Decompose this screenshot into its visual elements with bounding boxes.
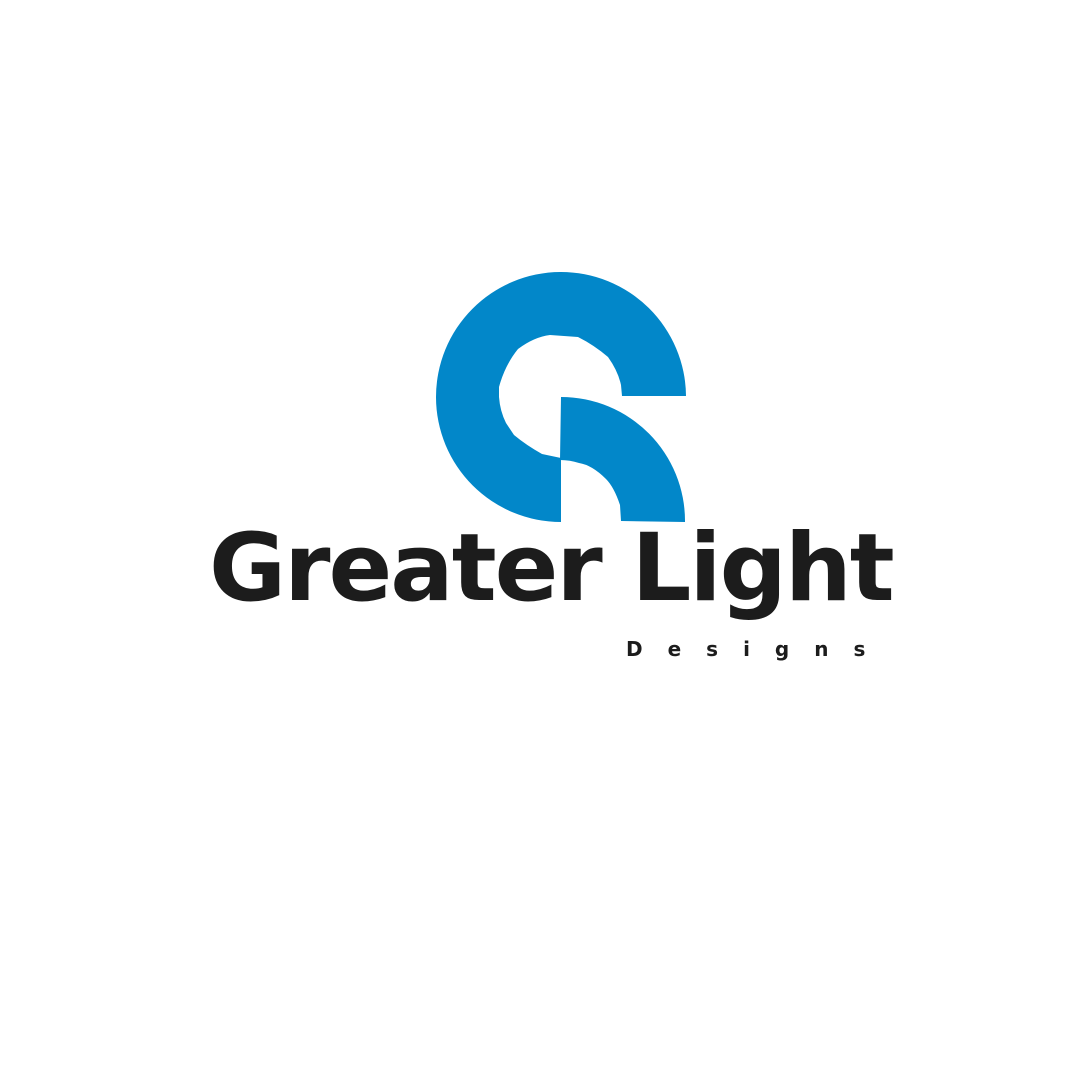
gl-monogram-icon (436, 272, 686, 522)
brand-tagline: Designs (626, 637, 891, 661)
brand-name: Greater Light (209, 514, 895, 623)
l-arc-shape (560, 397, 686, 522)
g-arc-shape (436, 272, 686, 522)
